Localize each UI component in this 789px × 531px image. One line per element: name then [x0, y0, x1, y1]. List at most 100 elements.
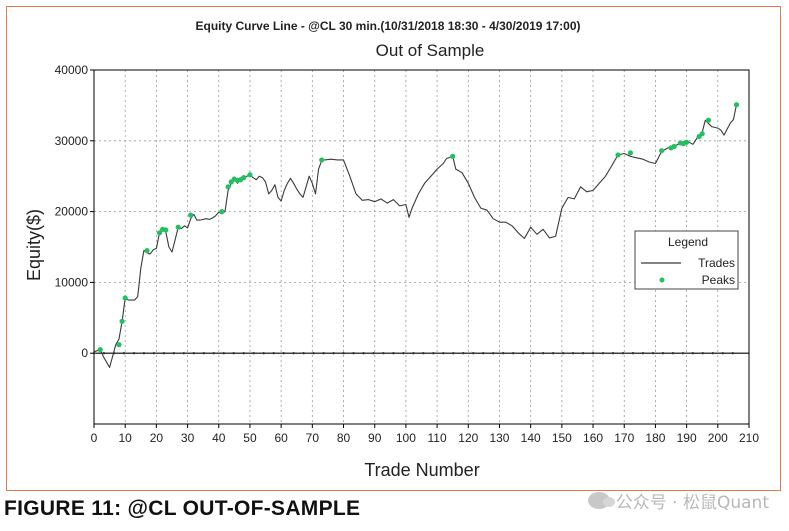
baseline-marker: [531, 352, 535, 355]
peak-point: [319, 157, 325, 163]
baseline-marker: [192, 352, 196, 355]
x-tick-label: 140: [521, 431, 541, 445]
baseline-marker: [691, 352, 695, 355]
baseline-marker: [581, 352, 585, 355]
peak-point: [219, 209, 225, 215]
peak-point: [116, 342, 122, 348]
x-tick-label: 20: [150, 431, 164, 445]
peak-point: [684, 139, 690, 145]
y-tick-label: 10000: [55, 275, 89, 289]
peak-point: [119, 318, 125, 324]
legend-trades-label: Trades: [698, 256, 735, 270]
peak-point: [699, 131, 705, 137]
baseline-marker: [102, 352, 106, 355]
baseline-marker: [651, 352, 655, 355]
baseline-marker: [202, 352, 205, 355]
peak-point: [225, 184, 231, 190]
peak-point: [671, 143, 677, 150]
peak-point: [627, 150, 634, 156]
x-tick-label: 100: [396, 431, 416, 445]
baseline-marker: [342, 352, 345, 355]
x-tick-label: 50: [243, 431, 257, 445]
y-tick-label: 0: [81, 346, 88, 360]
baseline-marker: [332, 352, 335, 355]
plot-border: [93, 69, 750, 425]
y-tick-label: 40000: [55, 63, 89, 77]
baseline-marker: [392, 352, 395, 355]
baseline-marker: [621, 352, 625, 355]
baseline-marker: [591, 352, 595, 355]
x-tick-label: 80: [337, 431, 351, 445]
baseline-marker: [412, 352, 415, 355]
peak-point: [659, 148, 665, 154]
peak-point: [144, 247, 150, 254]
baseline-marker: [172, 352, 176, 355]
baseline-marker: [571, 352, 575, 355]
baseline-marker: [312, 352, 315, 355]
peak-point: [156, 230, 163, 236]
x-tick-label: 180: [645, 431, 665, 445]
x-tick-label: 210: [739, 431, 759, 445]
figure-caption: FIGURE 11: @CL OUT-OF-SAMPLE: [4, 497, 361, 520]
baseline-marker: [162, 352, 166, 355]
baseline-marker: [492, 352, 495, 355]
baseline-marker: [242, 352, 245, 355]
x-tick-label: 30: [181, 431, 195, 445]
baseline-marker: [551, 352, 555, 355]
peak-point: [175, 224, 181, 230]
baseline-marker: [701, 352, 705, 355]
y-tick-label: 20000: [55, 205, 89, 219]
baseline-marker: [512, 352, 515, 355]
wechat-icon: [587, 492, 615, 509]
baseline-marker: [152, 352, 156, 355]
x-tick-label: 90: [368, 431, 382, 445]
baseline-marker: [302, 352, 305, 355]
x-axis-label: Trade Number: [364, 460, 479, 480]
baseline-marker: [541, 352, 545, 355]
baseline-marker: [601, 352, 605, 355]
baseline-marker: [132, 352, 136, 355]
baseline-marker: [631, 352, 635, 355]
baseline-marker: [661, 352, 665, 355]
baseline-marker: [222, 352, 225, 355]
baseline-marker: [502, 352, 505, 355]
x-tick-label: 10: [119, 431, 133, 445]
baseline-marker: [731, 352, 734, 355]
x-tick-label: 70: [306, 431, 320, 445]
baseline-marker: [402, 352, 405, 355]
baseline-marker: [561, 352, 565, 355]
legend-peaks-swatch: [659, 277, 665, 283]
baseline-marker: [482, 352, 485, 355]
peak-point: [122, 295, 128, 301]
x-tick-label: 60: [274, 431, 288, 445]
baseline-marker: [422, 352, 425, 355]
peak-point: [241, 175, 247, 181]
baseline-marker: [122, 352, 126, 355]
baseline-marker: [521, 352, 525, 355]
baseline-marker: [262, 352, 265, 355]
legend: Legend Trades Peaks: [634, 230, 739, 290]
baseline-marker: [671, 352, 675, 355]
x-tick-label: 170: [614, 431, 634, 445]
baseline-marker: [432, 352, 435, 355]
peak-point: [615, 152, 621, 158]
baseline-marker: [182, 352, 186, 355]
baseline-marker: [252, 352, 255, 355]
baseline-marker: [232, 352, 235, 355]
legend-peaks-label: Peaks: [702, 273, 735, 287]
x-tick-label: 160: [583, 431, 603, 445]
chart-subtitle: Out of Sample: [376, 41, 485, 60]
peak-point: [188, 212, 194, 218]
x-tick-label: 200: [708, 431, 728, 445]
baseline-marker: [452, 352, 455, 355]
x-tick-label: 120: [458, 431, 478, 445]
baseline-marker: [611, 352, 615, 355]
x-tick-label: 40: [212, 431, 226, 445]
baseline-marker: [282, 352, 285, 355]
y-axis-label: Equity($): [24, 209, 44, 281]
series-group: [93, 102, 740, 368]
equity-curve-chart: 0 10 20 30 40 50 60 70 80 90 100 110 120 130 140 150 160…: [24, 19, 760, 480]
baseline-marker: [462, 352, 465, 355]
baseline-marker: [362, 352, 365, 355]
tick-labels: 0 10 20 30 40 50 60 70 80 90 100 110 120 130 140 150 160…: [55, 63, 760, 445]
